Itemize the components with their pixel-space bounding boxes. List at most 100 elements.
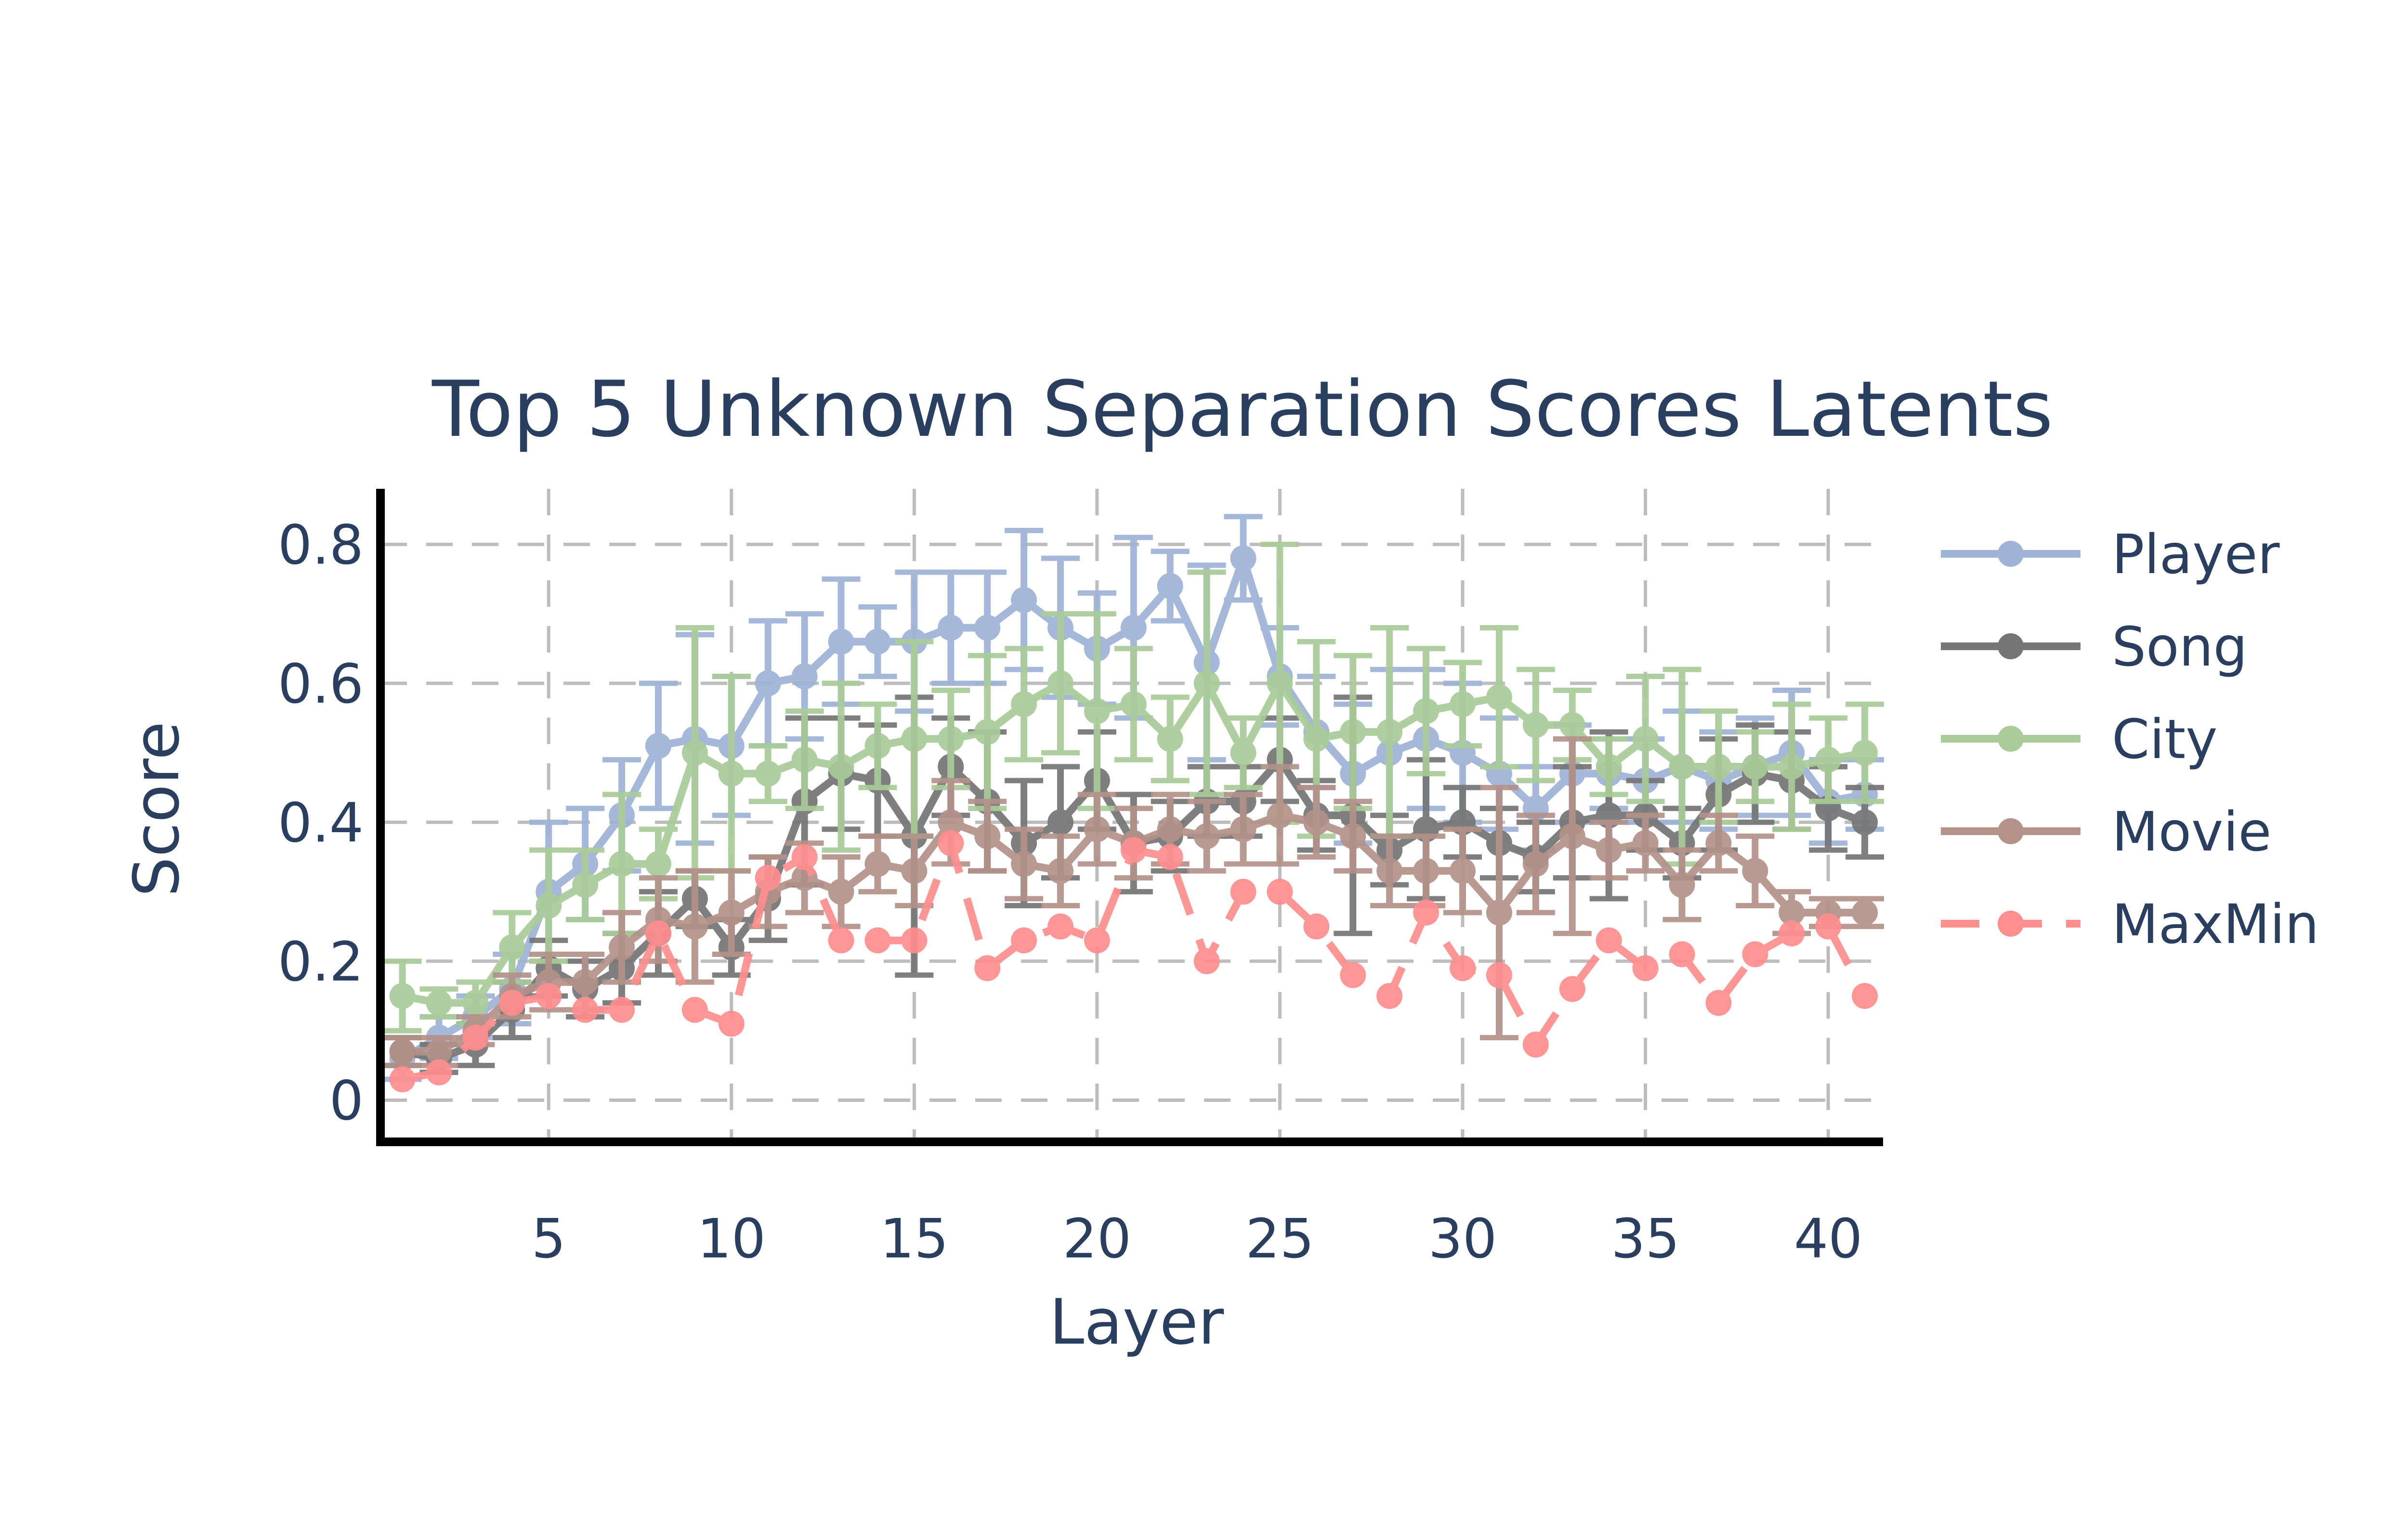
legend-swatch-marker bbox=[1998, 633, 2024, 659]
data-point bbox=[645, 732, 671, 759]
data-point bbox=[536, 983, 562, 1009]
data-point bbox=[1522, 850, 1549, 877]
y-tick-label: 0.4 bbox=[278, 792, 364, 854]
data-point bbox=[974, 719, 1001, 745]
x-tick-label: 5 bbox=[532, 1208, 566, 1270]
y-tick-label: 0 bbox=[329, 1070, 364, 1132]
data-point bbox=[974, 823, 1001, 850]
data-point bbox=[901, 927, 928, 954]
data-point bbox=[389, 983, 416, 1009]
data-point bbox=[791, 844, 818, 870]
legend-swatch-marker bbox=[1998, 818, 2024, 844]
data-point bbox=[1522, 1032, 1549, 1058]
legend-swatch-marker bbox=[1998, 726, 2024, 752]
data-point bbox=[572, 969, 599, 995]
legend: Player Song City Movie MaxMin bbox=[1941, 523, 2319, 956]
data-point bbox=[1632, 830, 1659, 856]
data-point bbox=[938, 726, 964, 752]
data-point bbox=[645, 850, 671, 877]
y-tick-labels: 0 0.2 0.4 0.6 0.8 bbox=[278, 514, 364, 1132]
data-point bbox=[426, 1059, 452, 1085]
data-point bbox=[1852, 809, 1878, 836]
x-tick-label: 25 bbox=[1245, 1208, 1314, 1270]
data-point bbox=[1011, 587, 1037, 613]
data-point bbox=[1084, 816, 1110, 842]
data-point bbox=[1047, 809, 1073, 836]
x-tick-label: 10 bbox=[697, 1208, 766, 1270]
legend-label: Song bbox=[2112, 616, 2248, 679]
data-point bbox=[389, 1038, 416, 1065]
legend-item-movie: Movie bbox=[1941, 801, 2271, 863]
data-point bbox=[1852, 983, 1878, 1009]
data-point bbox=[499, 990, 525, 1016]
data-point bbox=[1742, 858, 1768, 884]
data-point bbox=[718, 1010, 745, 1037]
x-tick-label: 40 bbox=[1794, 1208, 1863, 1270]
data-point bbox=[1267, 802, 1293, 828]
data-point bbox=[1267, 878, 1293, 905]
series-movie bbox=[383, 736, 1885, 1068]
data-point bbox=[1559, 712, 1585, 738]
data-point bbox=[901, 858, 928, 884]
data-point bbox=[864, 927, 891, 954]
legend-item-city: City bbox=[1941, 708, 2218, 771]
data-point bbox=[572, 996, 599, 1023]
data-point bbox=[938, 809, 964, 836]
data-point bbox=[681, 996, 708, 1023]
data-point bbox=[1303, 913, 1330, 940]
data-point bbox=[1559, 823, 1585, 850]
data-point bbox=[1230, 816, 1256, 842]
data-point bbox=[1852, 740, 1878, 766]
data-point bbox=[1303, 726, 1330, 752]
data-point bbox=[1047, 670, 1073, 696]
data-point bbox=[1413, 698, 1440, 724]
legend-item-song: Song bbox=[1941, 616, 2248, 679]
data-point bbox=[681, 913, 708, 940]
data-point bbox=[1011, 691, 1037, 718]
data-point bbox=[828, 878, 854, 905]
data-point bbox=[1779, 899, 1805, 926]
data-point bbox=[462, 1024, 489, 1051]
legend-item-maxmin: MaxMin bbox=[1941, 893, 2319, 956]
data-point bbox=[1157, 726, 1183, 752]
data-point bbox=[1047, 913, 1073, 940]
data-point bbox=[828, 628, 854, 655]
data-point bbox=[974, 615, 1001, 641]
data-point bbox=[1596, 754, 1622, 780]
data-point bbox=[1450, 858, 1476, 884]
data-point bbox=[1486, 962, 1512, 988]
data-point bbox=[1376, 983, 1403, 1009]
data-point bbox=[1157, 816, 1183, 842]
data-point bbox=[1815, 913, 1842, 940]
y-tick-label: 0.8 bbox=[278, 514, 364, 576]
data-point bbox=[755, 760, 781, 787]
data-point bbox=[1193, 948, 1220, 974]
data-point bbox=[1705, 754, 1732, 780]
legend-swatch-marker bbox=[1998, 541, 2024, 567]
data-point bbox=[1267, 670, 1293, 696]
data-point bbox=[1340, 719, 1366, 745]
data-point bbox=[1815, 746, 1842, 773]
data-point bbox=[1559, 976, 1585, 1002]
data-point bbox=[1303, 809, 1330, 836]
data-point bbox=[1011, 850, 1037, 877]
data-point bbox=[938, 830, 964, 856]
data-point bbox=[1230, 878, 1256, 905]
data-point bbox=[864, 628, 891, 655]
data-point bbox=[1779, 920, 1805, 947]
data-point bbox=[609, 850, 635, 877]
legend-item-player: Player bbox=[1941, 523, 2280, 586]
data-point bbox=[499, 934, 525, 961]
data-point bbox=[1157, 573, 1183, 599]
data-point bbox=[536, 892, 562, 919]
data-point bbox=[426, 990, 452, 1016]
data-point bbox=[1596, 927, 1622, 954]
data-point bbox=[1522, 712, 1549, 738]
data-point bbox=[389, 1066, 416, 1093]
data-point bbox=[864, 850, 891, 877]
y-axis-title: Score bbox=[120, 721, 193, 897]
x-axis-title: Layer bbox=[1049, 1285, 1224, 1359]
data-point bbox=[1120, 691, 1147, 718]
data-point bbox=[1669, 941, 1695, 968]
